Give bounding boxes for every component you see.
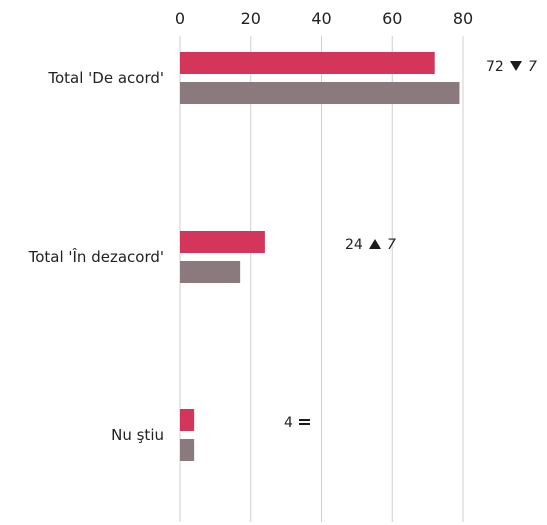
bar-series-2 [180,439,195,461]
annotation: 24 7 [345,237,396,253]
annotation: 4 [284,415,310,431]
annotation-change: 7 [387,237,396,253]
bar-series-2 [180,261,241,283]
bar-series-1 [180,231,265,253]
bar-series-1 [180,52,435,74]
annotation-value: 72 [486,59,504,75]
x-tick-label: 60 [382,9,402,28]
category-label: Total 'În dezacord' [28,247,164,266]
up-triangle-icon [369,239,381,249]
annotation-value: 4 [284,415,293,431]
annotation-value: 24 [345,237,363,253]
bar-series-1 [180,409,195,431]
x-axis-ticks: 0 20 40 60 80 [175,9,473,28]
annotation: 72 7 [486,59,537,75]
x-tick-label: 20 [241,9,261,28]
category-label: Total 'De acord' [47,69,164,87]
category-label: Nu ştiu [111,426,164,444]
equals-icon [299,419,310,421]
annotations: 72 7 24 7 4 [284,59,537,431]
annotation-change: 7 [528,59,537,75]
equals-icon [299,423,310,425]
x-tick-label: 40 [311,9,331,28]
x-tick-label: 80 [453,9,473,28]
bars [180,52,460,461]
x-tick-label: 0 [175,9,185,28]
category-labels: Total 'De acord' Total 'În dezacord' Nu şt… [28,69,164,444]
bar-series-2 [180,82,460,104]
down-triangle-icon [510,61,522,71]
